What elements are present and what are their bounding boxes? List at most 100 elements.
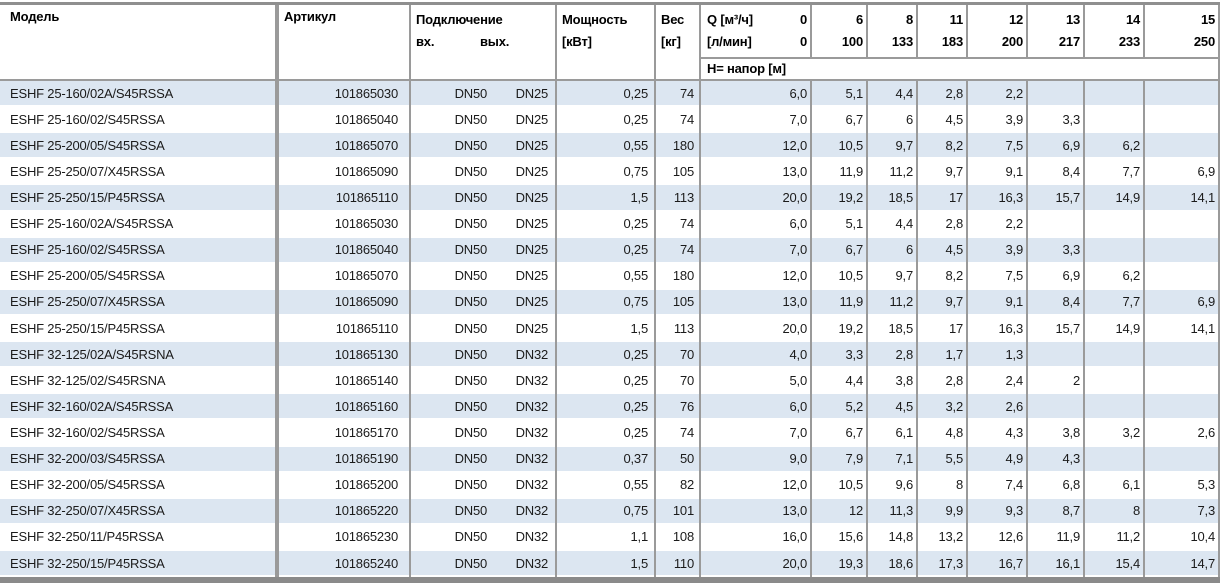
head-cell bbox=[1085, 212, 1145, 236]
col-header-outlet: вых. bbox=[480, 34, 510, 49]
model-cell: ESHF 25-160/02A/S45RSSA bbox=[10, 216, 174, 232]
col-header-q-12: 12 200 bbox=[968, 5, 1028, 53]
power-cell: 0,75 bbox=[623, 503, 648, 519]
power-cell: 0,25 bbox=[623, 216, 648, 232]
head-cell: 7,4 bbox=[1005, 477, 1024, 493]
flow-value: 13 bbox=[1065, 12, 1080, 27]
model-cell: ESHF 25-200/05/S45RSSA bbox=[10, 137, 165, 153]
table-row: ESHF 25-160/02/S45RSSA 101865040 DN50 DN25 0… bbox=[0, 107, 1220, 134]
head-cell bbox=[1145, 212, 1220, 236]
head-cell: 14,9 bbox=[1115, 320, 1140, 336]
head-cell bbox=[1145, 342, 1220, 366]
column-divider bbox=[555, 5, 557, 577]
head-cell: 6,0 bbox=[789, 85, 808, 101]
inlet-cell: DN50 bbox=[454, 268, 488, 284]
model-cell: ESHF 32-160/02A/S45RSSA bbox=[10, 398, 174, 414]
col-header-weight: Вес [кг] bbox=[655, 5, 700, 53]
model-cell: ESHF 32-250/07/X45RSSA bbox=[10, 503, 165, 519]
table-row: ESHF 25-250/07/X45RSSA 101865090 DN50 DN25 0… bbox=[0, 289, 1220, 316]
head-cell: 20,0 bbox=[782, 189, 807, 205]
power-cell: 1,5 bbox=[630, 555, 649, 571]
head-cell: 14,7 bbox=[1190, 555, 1215, 571]
article-cell: 101865110 bbox=[335, 320, 399, 336]
head-cell bbox=[1145, 133, 1220, 157]
head-cell: 18,6 bbox=[888, 555, 913, 571]
head-cell: 8,4 bbox=[1062, 163, 1081, 179]
head-cell: 2,8 bbox=[945, 85, 964, 101]
head-cell: 20,0 bbox=[782, 555, 807, 571]
head-cell: 3,9 bbox=[1005, 111, 1024, 127]
article-cell: 101865070 bbox=[334, 268, 398, 284]
inlet-cell: DN50 bbox=[454, 189, 488, 205]
head-cell bbox=[1145, 238, 1220, 262]
power-cell: 0,25 bbox=[623, 346, 648, 362]
inlet-cell: DN50 bbox=[454, 372, 488, 388]
head-cell: 7,0 bbox=[789, 424, 808, 440]
head-cell: 13,0 bbox=[782, 503, 807, 519]
head-cell: 9,7 bbox=[895, 137, 914, 153]
head-cell: 3,8 bbox=[895, 372, 914, 388]
outlet-cell: DN25 bbox=[515, 294, 549, 310]
head-cell: 6,9 bbox=[1062, 268, 1081, 284]
head-cell: 15,6 bbox=[838, 529, 863, 545]
head-cell: 17 bbox=[948, 189, 963, 205]
head-cell: 4,4 bbox=[845, 372, 864, 388]
model-cell: ESHF 25-250/15/P45RSSA bbox=[10, 320, 165, 336]
table-row: ESHF 32-125/02/S45RSNA 101865140 DN50 DN32 0… bbox=[0, 368, 1220, 395]
power-cell: 0,25 bbox=[623, 85, 648, 101]
power-cell: 0,37 bbox=[623, 451, 648, 467]
head-cell: 6,7 bbox=[845, 424, 864, 440]
flow-unit-m3h: Q [м³/ч] bbox=[707, 12, 753, 27]
head-cell: 6,9 bbox=[1197, 294, 1216, 310]
head-cell: 8,2 bbox=[945, 268, 964, 284]
weight-cell: 113 bbox=[673, 189, 694, 205]
head-cell bbox=[1085, 368, 1145, 392]
head-cell: 6,9 bbox=[1197, 163, 1216, 179]
head-cell: 5,0 bbox=[789, 372, 808, 388]
article-cell: 101865110 bbox=[335, 189, 399, 205]
head-cell: 6,2 bbox=[1122, 137, 1141, 153]
model-cell: ESHF 25-160/02/S45RSSA bbox=[10, 111, 165, 127]
inlet-cell: DN50 bbox=[454, 320, 488, 336]
inlet-cell: DN50 bbox=[454, 451, 488, 467]
table-row: ESHF 32-250/15/P45RSSA 101865240 DN50 DN32 1… bbox=[0, 550, 1220, 578]
inlet-cell: DN50 bbox=[454, 424, 488, 440]
inlet-cell: DN50 bbox=[454, 529, 488, 545]
inlet-cell: DN50 bbox=[454, 294, 488, 310]
col-header-q-15: 15 250 bbox=[1145, 5, 1220, 53]
head-cell: 17,3 bbox=[938, 555, 963, 571]
model-cell: ESHF 32-125/02A/S45RSNA bbox=[10, 346, 174, 362]
column-divider bbox=[866, 79, 868, 577]
power-cell: 0,55 bbox=[623, 137, 648, 153]
flow-header-bottom-rule bbox=[700, 57, 1220, 59]
table-row: ESHF 25-160/02A/S45RSSA 101865030 DN50 DN25… bbox=[0, 211, 1220, 238]
head-cell: 15,4 bbox=[1115, 555, 1140, 571]
head-cell: 1,7 bbox=[945, 346, 964, 362]
head-cell: 3,2 bbox=[945, 398, 964, 414]
head-cell bbox=[1145, 394, 1220, 418]
flow-value: 200 bbox=[1001, 34, 1023, 49]
head-cell: 1,3 bbox=[1005, 346, 1024, 362]
head-cell: 11,2 bbox=[889, 163, 913, 179]
head-cell: 13,0 bbox=[782, 163, 807, 179]
col-header-weight-label: Вес bbox=[661, 12, 685, 27]
head-cell: 7,0 bbox=[789, 111, 808, 127]
table-body: ESHF 25-160/02A/S45RSSA 101865030 DN50 DN25… bbox=[0, 81, 1220, 578]
weight-cell: 74 bbox=[679, 111, 694, 127]
head-cell: 12,0 bbox=[782, 268, 807, 284]
head-cell: 4,5 bbox=[895, 398, 914, 414]
article-cell: 101865090 bbox=[334, 294, 398, 310]
model-cell: ESHF 32-250/15/P45RSSA bbox=[10, 555, 165, 571]
head-cell: 7,3 bbox=[1197, 503, 1216, 519]
table-bottom-rule bbox=[0, 577, 1220, 583]
head-cell: 4,5 bbox=[945, 111, 964, 127]
head-cell: 2,8 bbox=[895, 346, 914, 362]
inlet-cell: DN50 bbox=[454, 503, 488, 519]
head-cell: 16,3 bbox=[998, 320, 1023, 336]
head-cell: 6,0 bbox=[789, 398, 808, 414]
head-cell: 19,2 bbox=[838, 189, 863, 205]
head-cell: 16,0 bbox=[782, 529, 807, 545]
article-cell: 101865170 bbox=[334, 424, 398, 440]
column-divider bbox=[966, 5, 968, 57]
